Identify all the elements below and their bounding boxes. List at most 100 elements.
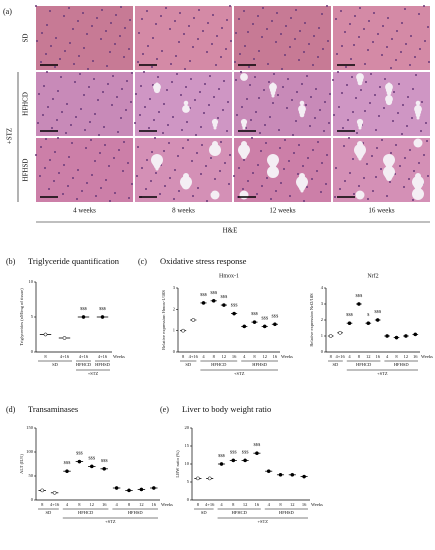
mean-point xyxy=(89,464,94,469)
nucleus xyxy=(256,193,258,195)
x-tick-label: 12 xyxy=(290,502,295,507)
nucleus xyxy=(191,160,193,162)
nucleus xyxy=(410,35,412,37)
y-tick-label: 1 xyxy=(321,333,323,338)
x-tick-label: 4+16 xyxy=(189,354,199,359)
mean-point xyxy=(151,486,156,490)
significance-label: $$$ xyxy=(261,315,269,320)
nucleus xyxy=(292,134,294,136)
x-tick-label: 4+16 xyxy=(60,354,70,359)
nucleus xyxy=(68,7,70,9)
nucleus xyxy=(395,59,397,61)
nucleus xyxy=(335,167,337,169)
nucleus xyxy=(94,160,96,162)
stz-label: +STZ xyxy=(258,519,269,524)
lipid-droplet xyxy=(155,167,159,171)
lipid-droplet xyxy=(355,190,365,200)
nucleus xyxy=(328,122,330,124)
nucleus xyxy=(168,142,170,144)
y-tick-label: 5 xyxy=(187,479,190,484)
lipid-droplet xyxy=(213,126,217,130)
nucleus xyxy=(39,175,41,177)
nucleus xyxy=(243,159,245,161)
nucleus xyxy=(171,81,173,83)
nucleus xyxy=(180,94,182,96)
nucleus xyxy=(333,114,335,116)
nucleus xyxy=(185,86,187,88)
nucleus xyxy=(208,104,210,106)
nucleus xyxy=(83,94,85,96)
nucleus xyxy=(211,43,213,45)
nucleus xyxy=(377,33,379,35)
lipid-droplet xyxy=(181,180,191,190)
lipid-droplet xyxy=(412,188,424,200)
nucleus xyxy=(318,27,320,29)
nucleus xyxy=(177,155,179,157)
lipid-droplet xyxy=(386,90,392,96)
nucleus xyxy=(376,147,378,149)
nucleus xyxy=(201,144,203,146)
panel-label: (d) xyxy=(6,405,16,414)
nucleus xyxy=(220,56,222,58)
nucleus xyxy=(364,63,366,65)
nucleus xyxy=(118,149,120,151)
nucleus xyxy=(99,152,101,154)
mean-point xyxy=(278,472,283,477)
nucleus xyxy=(153,119,155,121)
nucleus xyxy=(74,81,76,83)
nucleus xyxy=(78,55,80,57)
chart-subtitle: Hmox-1 xyxy=(219,273,239,279)
x-tick-label: 4+16 xyxy=(335,354,345,359)
x-tick-label: 16 xyxy=(302,502,307,507)
lipid-droplet xyxy=(242,126,246,130)
nucleus xyxy=(423,154,425,156)
nucleus xyxy=(286,107,288,109)
nucleus xyxy=(100,38,102,40)
group-label: SD xyxy=(46,510,53,515)
mean-point xyxy=(231,458,236,463)
x-tick-label: 8 xyxy=(330,354,333,359)
nucleus xyxy=(167,124,169,126)
nucleus xyxy=(263,89,265,91)
nucleus xyxy=(315,88,317,90)
mean-point xyxy=(290,472,295,477)
x-axis-label: Weeks xyxy=(281,354,293,359)
significance-label: $$$ xyxy=(64,460,72,465)
nucleus xyxy=(332,79,334,81)
nucleus xyxy=(161,50,163,52)
nucleus xyxy=(408,178,410,180)
nucleus xyxy=(215,64,217,66)
lipid-droplet xyxy=(153,86,161,94)
nucleus xyxy=(163,103,165,105)
row-label: HFHCD xyxy=(22,92,30,116)
nucleus xyxy=(65,132,67,134)
nucleus xyxy=(204,83,206,85)
nucleus xyxy=(294,38,296,40)
row-label: SD xyxy=(22,34,30,43)
mean-point xyxy=(273,322,277,327)
x-axis-label: Weeks xyxy=(421,354,433,359)
group-label: SD xyxy=(185,362,192,367)
nucleus xyxy=(301,83,303,85)
mean-point xyxy=(242,324,247,329)
lipid-droplet xyxy=(357,80,363,86)
nucleus xyxy=(218,88,220,90)
nucleus xyxy=(122,170,124,172)
x-tick-label: 4+16 xyxy=(79,354,89,359)
nucleus xyxy=(241,106,243,108)
y-tick-label: 20 xyxy=(185,425,190,430)
nucleus xyxy=(46,71,48,73)
nucleus xyxy=(131,183,133,185)
nucleus xyxy=(353,44,355,46)
mean-point xyxy=(222,303,226,307)
nucleus xyxy=(243,10,245,12)
y-tick-label: 10 xyxy=(185,461,190,466)
x-tick-label: 8 xyxy=(182,354,185,359)
nucleus xyxy=(309,125,311,127)
nucleus xyxy=(110,22,112,24)
nucleus xyxy=(70,124,72,126)
nucleus xyxy=(304,22,306,24)
group-label: HFHCD xyxy=(76,362,92,367)
nucleus xyxy=(303,200,305,202)
y-tick-label: 0 xyxy=(31,497,34,502)
